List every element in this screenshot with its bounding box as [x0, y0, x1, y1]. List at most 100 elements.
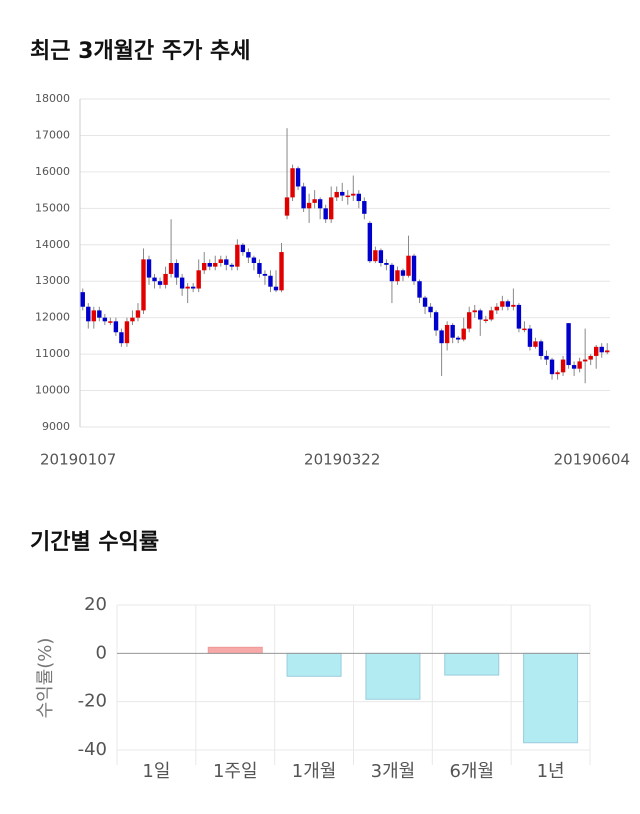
x-tick-label: 3개월: [371, 761, 416, 782]
candle-body: [290, 168, 295, 198]
candle-body: [174, 263, 179, 278]
candle-body: [229, 264, 235, 267]
candle-body: [478, 310, 483, 320]
candle-body: [157, 281, 163, 285]
candle-body: [113, 321, 119, 333]
candle-body: [301, 186, 306, 209]
candle-body: [273, 286, 279, 291]
candle-body: [588, 355, 593, 360]
chart-title: 최근 3개월간 주가 추세: [30, 39, 250, 64]
candle-body: [345, 195, 350, 198]
candle-body: [312, 199, 317, 203]
candle-body: [494, 306, 500, 311]
candle-body: [571, 365, 577, 369]
y-tick-label: 9000: [42, 420, 70, 433]
candle-body: [428, 306, 433, 313]
chart-title: 기간별 수익률: [30, 530, 159, 555]
candle-body: [135, 310, 141, 318]
candle-body: [235, 244, 240, 267]
candle-body: [599, 346, 604, 353]
candle-body: [119, 332, 124, 344]
candle-body: [146, 259, 152, 278]
candle-body: [102, 317, 108, 322]
candle-body: [351, 193, 356, 196]
candle-body: [306, 202, 312, 209]
candle-body: [378, 250, 384, 263]
candle-body: [527, 328, 533, 347]
candle-body: [450, 324, 455, 338]
candle-body: [97, 310, 102, 318]
candle-body: [433, 312, 439, 331]
y-tick-label: -20: [78, 691, 107, 712]
candle-body: [179, 277, 185, 289]
candle-body: [384, 263, 389, 265]
y-axis-label: 수익률(%): [35, 638, 56, 719]
candle-body: [593, 346, 599, 356]
candle-body: [444, 324, 450, 344]
candle-body: [168, 263, 174, 274]
candle-body: [185, 286, 190, 289]
candle-body: [566, 323, 571, 366]
candle-body: [213, 263, 218, 267]
candle-body: [268, 275, 273, 287]
x-tick-label: 1년: [537, 761, 565, 782]
candle-body: [560, 359, 566, 373]
y-tick-label: 17000: [35, 128, 70, 141]
candle-body: [555, 372, 560, 375]
candle-body: [262, 273, 268, 276]
candle-body: [389, 264, 395, 282]
candle-body: [124, 321, 130, 344]
y-tick-label: 10000: [35, 384, 70, 397]
candle-body: [163, 273, 168, 285]
candle-body: [500, 301, 505, 307]
y-tick-label: 20: [84, 594, 107, 615]
candle-body: [284, 197, 290, 216]
candle-body: [190, 286, 196, 289]
candle-body: [246, 252, 251, 258]
candle-body: [317, 199, 323, 209]
bar: [444, 652, 500, 676]
candle-body: [218, 259, 223, 263]
y-tick-label: 11000: [35, 347, 70, 360]
candle-body: [373, 250, 378, 262]
candle-body: [251, 257, 257, 263]
candle-body: [328, 197, 334, 220]
candle-body: [395, 270, 400, 282]
candle-body: [340, 191, 345, 196]
candle-body: [467, 312, 472, 329]
candle-body: [202, 263, 207, 271]
candle-body: [511, 304, 516, 307]
y-tick-label: 12000: [35, 311, 70, 324]
bar: [523, 652, 579, 744]
candle-body: [538, 341, 544, 356]
x-tick-label: 6개월: [449, 761, 494, 782]
candle-body: [417, 281, 422, 298]
candle-body: [295, 168, 301, 187]
y-tick-label: 18000: [35, 92, 70, 105]
y-tick-label: 13000: [35, 274, 70, 287]
candle-body: [533, 341, 538, 347]
candle-body: [152, 277, 157, 282]
candle-body: [86, 306, 91, 322]
y-tick-label: 14000: [35, 238, 70, 251]
candle-body: [406, 255, 411, 276]
y-tick-label: 16000: [35, 165, 70, 178]
candle-body: [362, 201, 367, 214]
candle-body: [522, 328, 527, 331]
candle-body: [130, 317, 135, 322]
bar: [365, 652, 421, 700]
candle-body: [582, 359, 588, 362]
candle-body: [489, 310, 494, 320]
candle-body: [334, 191, 339, 198]
x-tick-label: 1개월: [292, 761, 337, 782]
candle-body: [472, 310, 477, 313]
candle-body: [207, 263, 212, 267]
candle-body: [80, 292, 85, 307]
candle-body: [422, 297, 428, 307]
bar: [286, 652, 342, 677]
y-tick-label: -40: [78, 739, 107, 760]
candle-body: [257, 263, 262, 274]
candle-body: [224, 259, 229, 265]
candle-body: [549, 359, 555, 375]
